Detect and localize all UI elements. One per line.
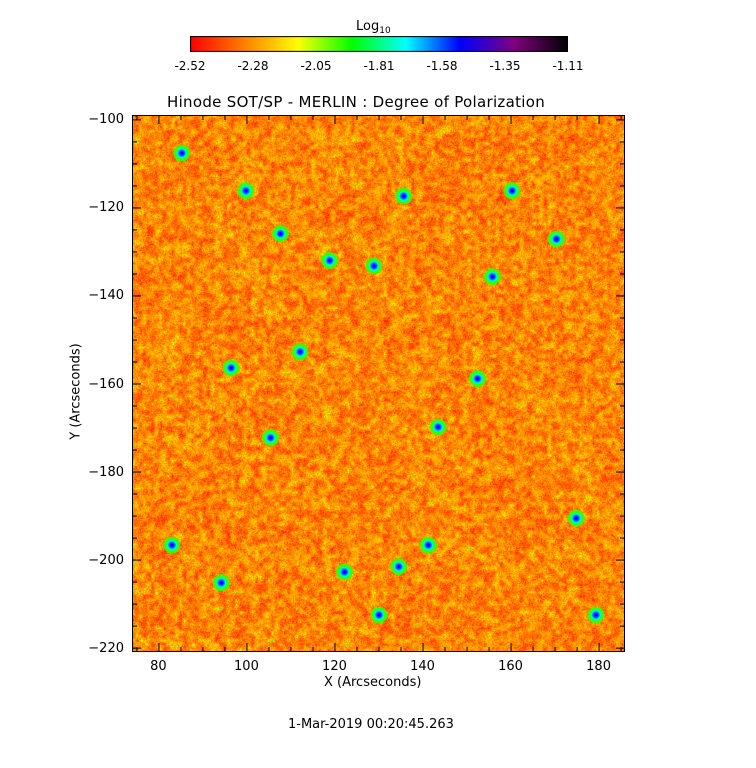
colorbar-tick-label: -1.35 [489,59,521,73]
y-tick-label: −200 [88,552,124,568]
x-tick-label: 100 [234,659,259,674]
colorbar-tick-label: -2.28 [237,59,269,73]
timestamp: 1-Mar-2019 00:20:45.263 [288,717,454,732]
colorbar-tick-label: -1.11 [552,59,584,73]
y-tick-label: −160 [88,376,124,392]
y-axis-label: Y (Arcseconds) [68,343,84,440]
heatmap-image [132,115,625,652]
plot-frame [132,115,625,652]
x-tick-label: 120 [322,659,347,674]
x-tick-label: 160 [498,659,523,674]
colorbar-tick-label: -1.81 [363,59,395,73]
colorbar-title: Log10 [356,19,391,36]
y-tick-label: −120 [88,200,124,216]
colorbar-tick-label: -2.05 [300,59,332,73]
x-tick-label: 140 [410,659,435,674]
y-tick-label: −100 [88,112,124,128]
colorbar-tick-label: -1.58 [426,59,458,73]
x-axis-label: X (Arcseconds) [324,675,422,690]
colorbar-gradient [190,36,568,52]
y-tick-label: −140 [88,288,124,304]
y-tick-label: −180 [88,464,124,480]
x-tick-label: 80 [150,659,167,674]
plot-title: Hinode SOT/SP - MERLIN : Degree of Polar… [167,93,546,111]
y-tick-label: −220 [88,640,124,656]
colorbar-tick-label: -2.52 [174,59,206,73]
x-tick-label: 180 [586,659,611,674]
